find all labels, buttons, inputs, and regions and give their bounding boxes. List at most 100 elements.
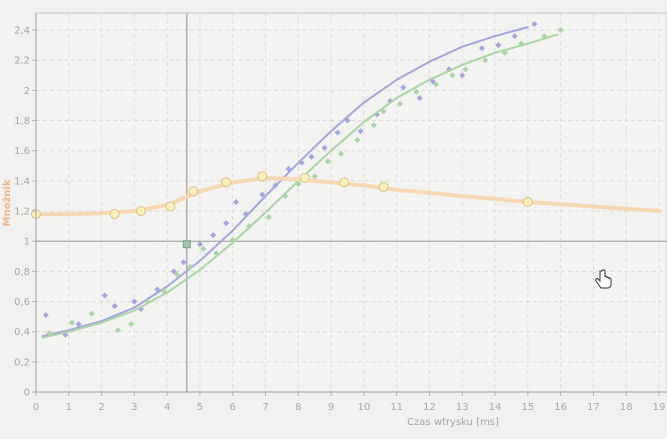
data-point [433,81,440,88]
x-axis-title: Czas wtrysku [ms] [407,417,499,428]
x-tick-label: 11 [390,402,403,413]
data-point [324,158,331,165]
x-tick-label: 10 [358,402,371,413]
data-point [557,27,564,34]
y-tick-label: 0,2 [14,357,30,368]
y-tick-label: 0,6 [14,297,30,308]
data-point [46,330,53,337]
data-point [200,245,207,252]
x-tick-label: 12 [423,402,436,413]
x-tick-label: 4 [164,402,170,413]
data-point [272,182,279,189]
axes: 0 1 2 3 4 5 6 7 8 9 10 11 12 13 14 15 16 17 18 1900,20,40,6… [14,13,667,413]
data-point [170,268,177,275]
curve-marker [188,186,199,197]
data-point [187,263,194,270]
x-tick-label: 3 [131,402,137,413]
data-point [478,45,485,52]
data-point [180,259,187,266]
data-point [298,159,305,166]
data-point [495,42,502,49]
data-point [400,84,407,91]
data-point [114,327,121,334]
curve-marker [135,206,146,217]
data-point [160,287,167,294]
data-point [459,72,466,79]
x-tick-label: 19 [653,402,666,413]
data-point [88,310,95,317]
y-tick-label: 0,8 [14,267,30,278]
data-point [69,319,76,326]
x-tick-label: 8 [295,402,301,413]
grid [36,13,667,392]
plot-area-background [35,12,667,393]
data-point [511,33,518,40]
hand-cursor-icon [595,269,612,289]
data-point [370,122,377,129]
y-tick-label: 2,2 [14,56,30,67]
curve-marker [339,177,350,188]
y-tick-label: 0 [24,388,30,399]
y-tick-label: 1,2 [14,207,30,218]
data-point [242,211,249,218]
x-tick-label: 15 [521,402,534,413]
data-point [531,21,538,28]
series-layer [31,21,661,339]
x-tick-label: 0 [33,402,39,413]
data-point [308,153,315,160]
data-point [282,192,289,199]
curve-marker [165,201,176,212]
data-point [285,165,292,172]
data-point [213,250,220,257]
data-point [131,298,138,305]
data-point [111,303,118,310]
curve-marker [378,181,389,192]
data-point [337,150,344,157]
data-point [357,128,364,135]
data-point [265,214,272,221]
y-tick-label: 1 [24,237,30,248]
x-tick-label: 5 [197,402,203,413]
data-point [223,220,230,227]
data-point [413,88,420,95]
reference-lines [36,13,667,392]
data-point [75,321,82,328]
data-point [233,198,240,205]
x-tick-label: 6 [230,402,236,413]
x-tick-label: 16 [554,402,567,413]
data-point [229,236,236,243]
x-tick-label: 2 [98,402,104,413]
data-point [144,298,151,305]
data-point [210,232,217,239]
data-point [128,321,135,328]
data-point [344,117,351,124]
data-point [380,108,387,115]
y-axis-title: Mnożnik [2,179,13,226]
data-point [354,137,361,144]
curve-marker [221,177,232,188]
crosshair-marker [182,240,191,249]
x-tick-label: 14 [489,402,502,413]
data-point [449,72,456,79]
data-point [154,286,161,293]
data-point [101,292,108,299]
curve-marker [522,196,533,207]
data-point [246,223,253,230]
x-tick-label: 17 [587,402,600,413]
data-point [482,57,489,64]
data-point [311,173,318,180]
data-point [334,129,341,136]
data-point [173,271,180,278]
y-tick-label: 1,6 [14,146,30,157]
x-tick-label: 18 [620,402,633,413]
y-tick-label: 1,8 [14,116,30,127]
curve-marker [109,209,120,220]
data-point [541,33,548,40]
data-point [518,40,525,47]
y-tick-label: 1,4 [14,176,30,187]
x-tick-label: 7 [262,402,268,413]
data-point [295,180,302,187]
x-tick-label: 1 [66,402,72,413]
data-point [42,312,49,319]
